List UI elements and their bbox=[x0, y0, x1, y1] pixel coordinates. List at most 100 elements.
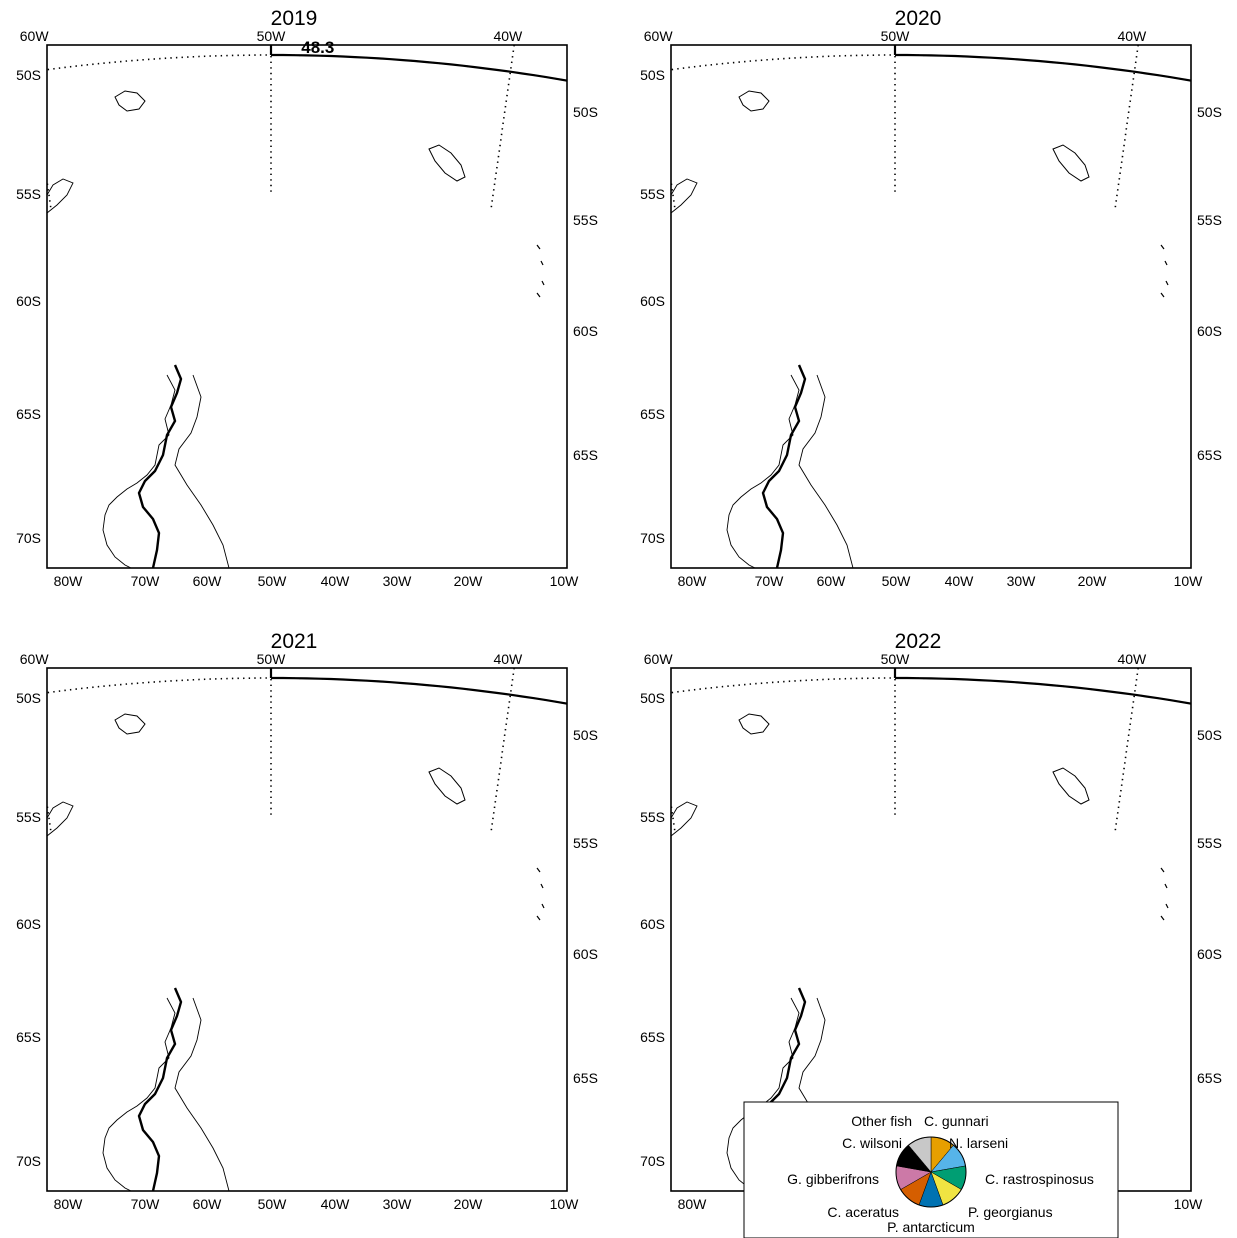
right-latitude-label: 65S bbox=[573, 447, 598, 463]
pie-slice bbox=[493, 402, 496, 417]
graticule-parallel bbox=[0, 0, 1237, 210]
pie-outline bbox=[543, 391, 572, 420]
left-latitude-label: 55S bbox=[16, 809, 41, 825]
bottom-longitude-label: 10W bbox=[550, 1196, 580, 1212]
left-latitude-label: 60S bbox=[640, 293, 665, 309]
bottom-longitude-label: 40W bbox=[321, 573, 351, 589]
catch-pie bbox=[463, 362, 492, 391]
catch-pie bbox=[606, 393, 635, 422]
subarea-label: 48.3 bbox=[301, 38, 334, 57]
pie-slice bbox=[479, 402, 508, 431]
pie-slice bbox=[539, 364, 553, 390]
pie-outline bbox=[1015, 461, 1044, 490]
left-latitude-label: 70S bbox=[640, 530, 665, 546]
pie-slice bbox=[621, 372, 650, 401]
map-area bbox=[0, 336, 1237, 1191]
top-longitude-label: 40W bbox=[493, 28, 523, 44]
panel-title: 2021 bbox=[271, 630, 318, 653]
subarea-482-south bbox=[895, 359, 1237, 535]
bottom-longitude-label: 20W bbox=[454, 1196, 484, 1212]
graticule-parallel bbox=[0, 0, 1237, 374]
legend-label: C. aceratus bbox=[827, 1204, 899, 1220]
legend-pie-outline bbox=[895, 1136, 967, 1208]
subarea-481-west bbox=[264, 197, 358, 526]
graticule-parallel bbox=[0, 0, 1237, 292]
bottom-longitude-label: 60W bbox=[193, 1196, 223, 1212]
catch-pie bbox=[975, 401, 1004, 430]
top-longitude-label: 40W bbox=[493, 651, 523, 667]
right-latitude-label: 65S bbox=[573, 1070, 598, 1086]
pie-slice bbox=[387, 412, 396, 426]
top-longitude-label: 50W bbox=[881, 651, 911, 667]
pie-slice bbox=[1044, 443, 1058, 462]
pie-slice bbox=[936, 444, 962, 459]
falkland-islands bbox=[114, 90, 146, 112]
panel-title: 2022 bbox=[895, 630, 942, 653]
pie-slice bbox=[1167, 614, 1196, 643]
graticule-meridian bbox=[258, 175, 459, 876]
pie-outline bbox=[491, 389, 520, 418]
bottom-longitude-label: 20W bbox=[1078, 573, 1108, 589]
right-latitude-label: 50S bbox=[573, 727, 598, 743]
subarea-483-north bbox=[271, 676, 567, 705]
left-latitude-label: 65S bbox=[640, 406, 665, 422]
pie-slice bbox=[950, 435, 964, 452]
graticule-parallel bbox=[0, 336, 1237, 915]
pie-outline bbox=[55, 412, 84, 441]
pie-slice bbox=[463, 362, 478, 391]
pie-slice bbox=[694, 395, 708, 407]
graticule-meridian bbox=[707, 0, 908, 253]
bottom-longitude-label: 80W bbox=[678, 1196, 708, 1212]
map-panel: 2022 60W 50W 40W 80W 70W 60W 50W 40W 30W 20W 10W 50S… bbox=[0, 175, 1237, 1212]
catch-pie bbox=[372, 412, 401, 441]
pie-slice bbox=[950, 429, 962, 444]
map-area bbox=[0, 175, 1237, 1191]
bottom-longitude-label: 40W bbox=[321, 1196, 351, 1212]
top-longitude-label: 50W bbox=[257, 28, 287, 44]
panel-frame bbox=[46, 667, 568, 1192]
bottom-longitude-label: 40W bbox=[945, 573, 975, 589]
coastline bbox=[671, 178, 698, 214]
subarea-481-south bbox=[466, 336, 895, 381]
coastline bbox=[798, 374, 854, 568]
catch-pie bbox=[1098, 0, 1127, 7]
coastline bbox=[174, 997, 230, 1191]
graticule-meridian bbox=[258, 0, 459, 253]
pie-slice bbox=[635, 372, 644, 386]
left-latitude-label: 60S bbox=[16, 293, 41, 309]
pie-outline bbox=[0, 365, 13, 394]
pie-slice bbox=[0, 365, 13, 394]
map-panel: 2020 60W 50W 40W 80W 70W 60W 50W 40W 30W 20W 10W 50S… bbox=[0, 0, 1237, 589]
graticule-parallel bbox=[0, 222, 1237, 833]
bottom-longitude-label: 10W bbox=[1174, 573, 1204, 589]
pie-slice bbox=[55, 412, 84, 441]
right-latitude-label: 60S bbox=[573, 323, 598, 339]
pie-slice bbox=[1029, 463, 1043, 475]
legend-label: Other fish bbox=[851, 1113, 912, 1129]
right-latitude-label: 55S bbox=[1197, 212, 1222, 228]
pie-slice bbox=[69, 414, 84, 426]
right-latitude-label: 60S bbox=[1197, 946, 1222, 962]
subarea-482-east bbox=[1036, 0, 1101, 58]
south-georgia bbox=[428, 767, 466, 805]
graticule-parallel bbox=[0, 564, 1237, 1079]
legend-label: N. larseni bbox=[949, 1135, 1008, 1151]
coastline-shelf bbox=[137, 364, 183, 568]
left-latitude-label: 50S bbox=[640, 67, 665, 83]
legend: Other fish C. gunnari N. larseni C. wilsoni… bbox=[743, 1101, 1119, 1238]
pie-slice bbox=[372, 412, 401, 441]
right-latitude-label: 50S bbox=[573, 104, 598, 120]
pie-slice bbox=[1029, 461, 1038, 475]
graticule-parallel bbox=[0, 336, 1237, 915]
right-latitude-label: 60S bbox=[1197, 323, 1222, 339]
coastline bbox=[726, 374, 800, 568]
coastline bbox=[102, 374, 176, 568]
graticule-parallel bbox=[0, 0, 1237, 374]
pie-slice bbox=[700, 392, 709, 406]
pie-slice bbox=[491, 389, 519, 418]
pie-outline bbox=[1167, 614, 1196, 643]
graticule-meridian bbox=[0, 285, 251, 952]
falkland-islands bbox=[738, 90, 770, 112]
pie-outline bbox=[452, 448, 481, 477]
